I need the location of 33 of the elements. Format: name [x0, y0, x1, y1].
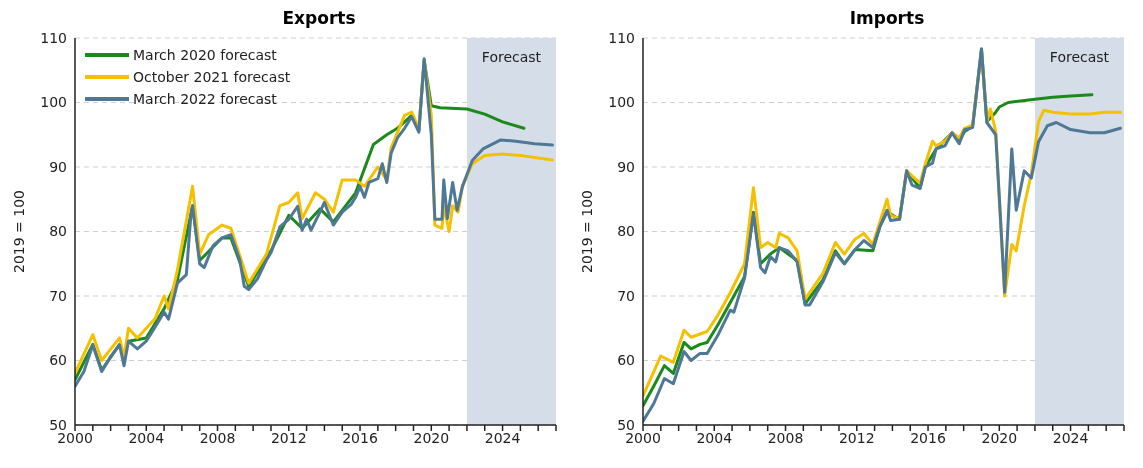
y-tick-label: 70 — [617, 287, 635, 304]
y-tick-label: 100 — [40, 94, 67, 111]
x-tick-label: 2008 — [767, 429, 804, 446]
y-tick-label: 90 — [617, 158, 635, 175]
y-tick-label: 110 — [40, 29, 67, 46]
x-tick-label: 2024 — [1052, 429, 1089, 446]
x-tick-label: 2004 — [696, 429, 733, 446]
band-label: Forecast — [1049, 48, 1110, 65]
y-tick-label: 80 — [49, 223, 67, 240]
y-axis-title: 2019 = 100 — [578, 190, 595, 273]
chart-title: Exports — [281, 8, 357, 30]
y-tick-label: 100 — [608, 94, 635, 111]
legend-label: October 2021 forecast — [133, 68, 291, 87]
x-tick-label: 2012 — [270, 429, 307, 446]
x-tick-label: 2008 — [199, 429, 236, 446]
x-tick-label: 2004 — [128, 429, 165, 446]
x-tick-label: 2012 — [838, 429, 875, 446]
x-tick-label: 2024 — [484, 429, 521, 446]
y-tick-label: 60 — [49, 352, 67, 369]
y-axis-title: 2019 = 100 — [10, 190, 27, 273]
legend-label: March 2020 forecast — [133, 46, 277, 65]
x-tick-label: 2016 — [342, 429, 378, 446]
x-tick-label: 2020 — [413, 429, 450, 446]
x-tick-label: 2016 — [910, 429, 946, 446]
band-label: Forecast — [481, 48, 542, 65]
y-tick-label: 90 — [49, 158, 67, 175]
y-tick-label: 60 — [617, 352, 635, 369]
y-tick-label: 80 — [617, 223, 635, 240]
y-tick-label: 110 — [608, 29, 635, 46]
y-tick-label: 70 — [49, 287, 67, 304]
legend-label: March 2022 forecast — [133, 90, 277, 109]
x-tick-label: 2020 — [981, 429, 1018, 446]
chart-title: Imports — [848, 8, 926, 30]
